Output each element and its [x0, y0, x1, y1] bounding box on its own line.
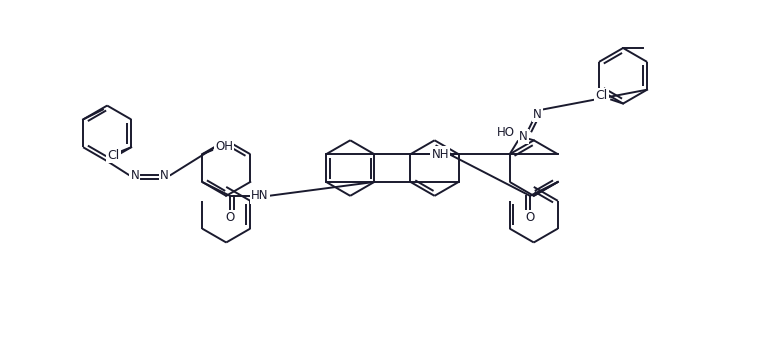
Text: NH: NH	[431, 148, 449, 161]
Text: O: O	[226, 211, 235, 224]
Text: HO: HO	[497, 126, 515, 139]
Text: HN: HN	[251, 189, 269, 202]
Text: Cl: Cl	[107, 149, 120, 162]
Text: N: N	[533, 108, 542, 121]
Text: OH: OH	[215, 140, 233, 153]
Text: N: N	[519, 130, 528, 143]
Text: Cl: Cl	[595, 89, 607, 102]
Text: N: N	[160, 168, 169, 181]
Text: O: O	[525, 211, 534, 224]
Text: N: N	[130, 168, 139, 181]
